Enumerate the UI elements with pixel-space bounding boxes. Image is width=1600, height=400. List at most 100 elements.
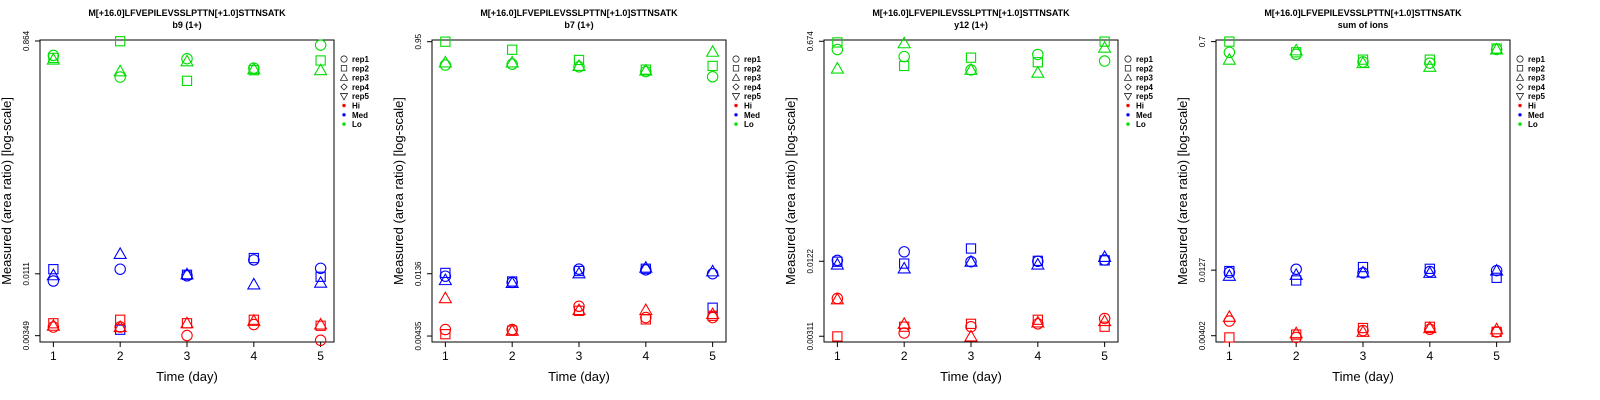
- legend-label: Med: [352, 111, 368, 120]
- data-point-lo-rep2: [440, 36, 451, 47]
- data-point-med-rep1: [248, 254, 260, 266]
- data-point-lo-rep2: [1357, 54, 1369, 65]
- y-axis-label: Measured (area ratio) [log-scale]: [1175, 97, 1190, 285]
- legend-label: rep5: [352, 92, 369, 101]
- panel-1: M[+16.0]LFVEPILEVSSLPTTN[+1.0]STTNSATK b9…: [0, 8, 369, 384]
- data-point-hi-rep3: [313, 317, 328, 330]
- y-tick-label: 0.0111: [22, 262, 31, 286]
- data-point-lo-rep3: [438, 55, 453, 68]
- x-tick-label: 3: [968, 349, 975, 363]
- data-point-hi-rep3: [1489, 322, 1504, 335]
- data-point-lo-rep2: [1424, 54, 1435, 65]
- data-point-lo-rep3: [46, 52, 61, 65]
- data-point-lo-rep2: [1224, 36, 1235, 47]
- data-point-hi-rep1: [1490, 326, 1503, 338]
- data-point-med-rep3: [113, 246, 128, 259]
- data-point-med-rep2: [1099, 255, 1110, 266]
- legend-symbol-rep5: [339, 93, 349, 101]
- data-point-hi-rep1: [965, 320, 977, 333]
- y-tick-label: 0.0136: [414, 261, 423, 286]
- legend-symbol-rep1: [1516, 55, 1524, 63]
- data-point-med-rep2: [1032, 255, 1043, 266]
- data-point-hi-rep3: [638, 302, 653, 316]
- legend-label: rep3: [1528, 74, 1545, 83]
- legend-symbol-rep4: [1516, 83, 1524, 91]
- data-point-hi-rep1: [314, 334, 327, 347]
- legend-label: rep4: [1136, 83, 1153, 92]
- y-tick-label: 0.7: [1198, 35, 1207, 47]
- data-point-hi-rep1: [181, 329, 193, 342]
- data-point-med-rep1: [1223, 266, 1236, 279]
- x-tick-label: 3: [1360, 349, 1367, 363]
- x-axis-label: Time (day): [548, 369, 610, 384]
- legend-label: rep4: [744, 83, 761, 92]
- y-tick-label: 0.0122: [806, 249, 815, 274]
- data-point-lo-rep1: [1357, 56, 1369, 68]
- data-point-lo-rep3: [180, 54, 194, 67]
- data-point-lo-rep1: [181, 52, 193, 65]
- y-tick-label: 0.00435: [414, 321, 423, 350]
- legend-label: rep1: [1136, 55, 1153, 64]
- data-point-med-rep1: [47, 275, 60, 287]
- x-tick-label: 1: [442, 349, 449, 363]
- data-point-med-rep3: [1289, 267, 1304, 280]
- legend-symbol-rep5: [731, 93, 741, 101]
- data-point-hi-rep2: [1032, 314, 1043, 325]
- data-point-lo-rep1: [114, 71, 126, 83]
- data-point-hi-rep2: [965, 318, 977, 329]
- data-point-lo-rep3: [1222, 52, 1237, 65]
- data-point-lo-rep1: [640, 65, 652, 78]
- data-point-lo-rep1: [1032, 48, 1044, 61]
- legend-label: Med: [744, 111, 760, 120]
- legend-symbol-rep2: [340, 65, 348, 72]
- data-point-hi-rep3: [1422, 320, 1437, 334]
- data-point-lo-rep1: [898, 50, 910, 63]
- legend-label: rep3: [744, 74, 761, 83]
- legend-symbol-rep5: [1123, 93, 1133, 101]
- x-tick-label: 2: [1293, 349, 1300, 363]
- data-point-lo-rep1: [706, 71, 719, 83]
- y-axis-label: Measured (area ratio) [log-scale]: [783, 97, 798, 285]
- plot-frame: [823, 39, 1119, 343]
- x-tick-label: 4: [642, 349, 649, 363]
- y-tick-label: 0.00349: [22, 321, 31, 350]
- data-point-lo-rep2: [707, 60, 718, 72]
- x-axis-label: Time (day): [940, 369, 1002, 384]
- data-point-med-rep3: [964, 254, 978, 267]
- data-point-lo-rep1: [439, 59, 452, 71]
- data-point-med-rep2: [832, 256, 843, 267]
- data-point-lo-rep2: [899, 60, 910, 72]
- data-point-lo-rep3: [1489, 42, 1504, 55]
- legend-symbol-rep4: [732, 83, 740, 91]
- y-tick-label: 0.0127: [1198, 257, 1207, 282]
- data-point-lo-rep3: [1097, 40, 1112, 53]
- data-point-lo-rep3: [1289, 43, 1304, 56]
- x-tick-label: 5: [317, 349, 324, 363]
- data-point-lo-rep3: [705, 44, 720, 57]
- data-point-lo-rep3: [313, 63, 328, 76]
- x-tick-label: 3: [576, 349, 583, 363]
- x-tick-label: 5: [1101, 349, 1108, 363]
- legend-label: Med: [1136, 111, 1152, 120]
- data-point-med-rep3: [1422, 265, 1437, 278]
- legend-label: rep4: [1528, 83, 1545, 92]
- y-tick-label: 0.674: [806, 31, 815, 52]
- legend-symbol-rep2: [1516, 65, 1524, 72]
- data-point-med-rep1: [314, 262, 327, 275]
- data-point-med-rep2: [899, 258, 910, 269]
- data-point-lo-rep2: [832, 37, 843, 48]
- data-point-med-rep2: [181, 269, 193, 280]
- data-point-hi-rep3: [246, 313, 261, 326]
- x-tick-label: 5: [709, 349, 716, 363]
- data-point-med-rep1: [831, 254, 844, 267]
- legend-dot-lo: [734, 122, 738, 126]
- legend-symbol-rep2: [732, 65, 740, 72]
- data-point-med-rep3: [1030, 257, 1045, 270]
- legend-label: rep2: [1528, 64, 1545, 73]
- legend-label: rep5: [744, 92, 761, 101]
- panel-4: M[+16.0]LFVEPILEVSSLPTTN[+1.0]STTNSATK su…: [1175, 8, 1545, 384]
- data-point-lo-rep1: [314, 39, 327, 51]
